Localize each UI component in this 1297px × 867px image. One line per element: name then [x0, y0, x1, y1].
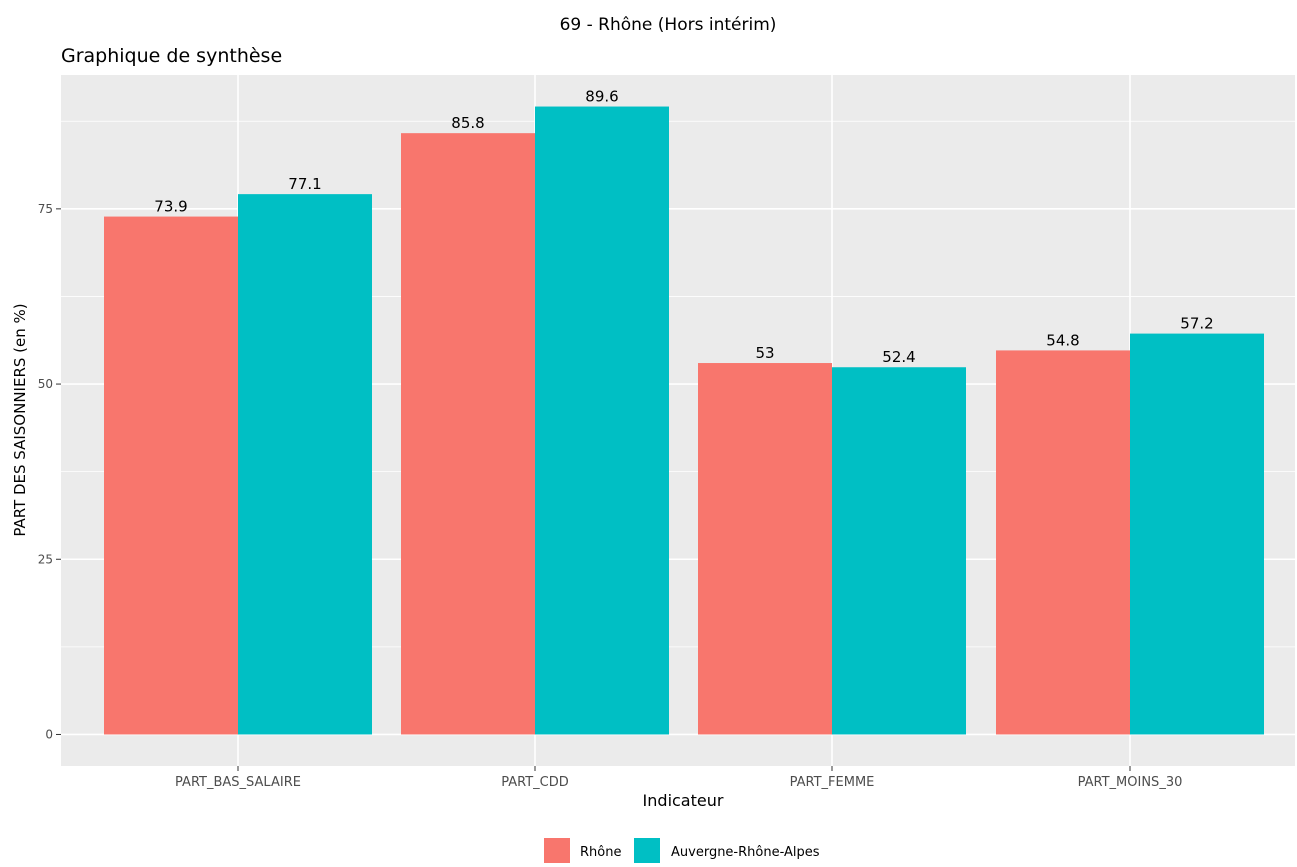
chart-title: 69 - Rhône (Hors intérim) [560, 15, 777, 35]
y-axis: 0 25 50 75 [38, 202, 61, 741]
bar-value-label: 52.4 [882, 348, 915, 366]
bar [996, 350, 1130, 735]
x-tick-label: PART_MOINS_30 [1078, 775, 1183, 790]
bar-value-label: 57.2 [1180, 315, 1213, 333]
bar [238, 194, 372, 735]
legend: Rhône Auvergne-Rhône-Alpes [544, 838, 820, 864]
bar-value-label: 85.8 [451, 114, 484, 132]
bar-value-label: 53 [755, 344, 774, 362]
bar-value-label: 54.8 [1046, 331, 1079, 349]
x-tick-label: PART_CDD [501, 775, 569, 790]
bars-group [104, 106, 1264, 735]
y-axis-title: PART DES SAISONNIERS (en %) [11, 303, 29, 536]
bar [1130, 333, 1264, 735]
bar-value-labels: 73.9 77.1 85.8 89.6 53 52.4 54.8 57.2 [154, 88, 1213, 367]
legend-key [544, 838, 570, 864]
y-tick-label: 50 [38, 377, 53, 391]
legend-key [634, 838, 660, 864]
chart-subtitle: Graphique de synthèse [61, 45, 282, 67]
bar-value-label: 77.1 [288, 175, 321, 193]
bar [832, 367, 966, 735]
x-tick-label: PART_BAS_SALAIRE [175, 775, 301, 790]
bar [535, 106, 669, 735]
x-tick-label: PART_FEMME [790, 775, 875, 790]
bar [698, 363, 832, 735]
bar [104, 216, 238, 735]
bar-value-label: 89.6 [585, 88, 618, 106]
x-axis-title: Indicateur [643, 791, 724, 810]
x-axis: PART_BAS_SALAIRE PART_CDD PART_FEMME PART_M… [175, 766, 1182, 790]
y-tick-label: 75 [38, 202, 53, 216]
legend-label: Auvergne-Rhône-Alpes [671, 845, 820, 860]
y-tick-label: 0 [45, 727, 53, 741]
bar-value-label: 73.9 [154, 198, 187, 216]
legend-label: Rhône [580, 845, 621, 860]
bar [401, 133, 535, 735]
y-tick-label: 25 [38, 552, 53, 566]
